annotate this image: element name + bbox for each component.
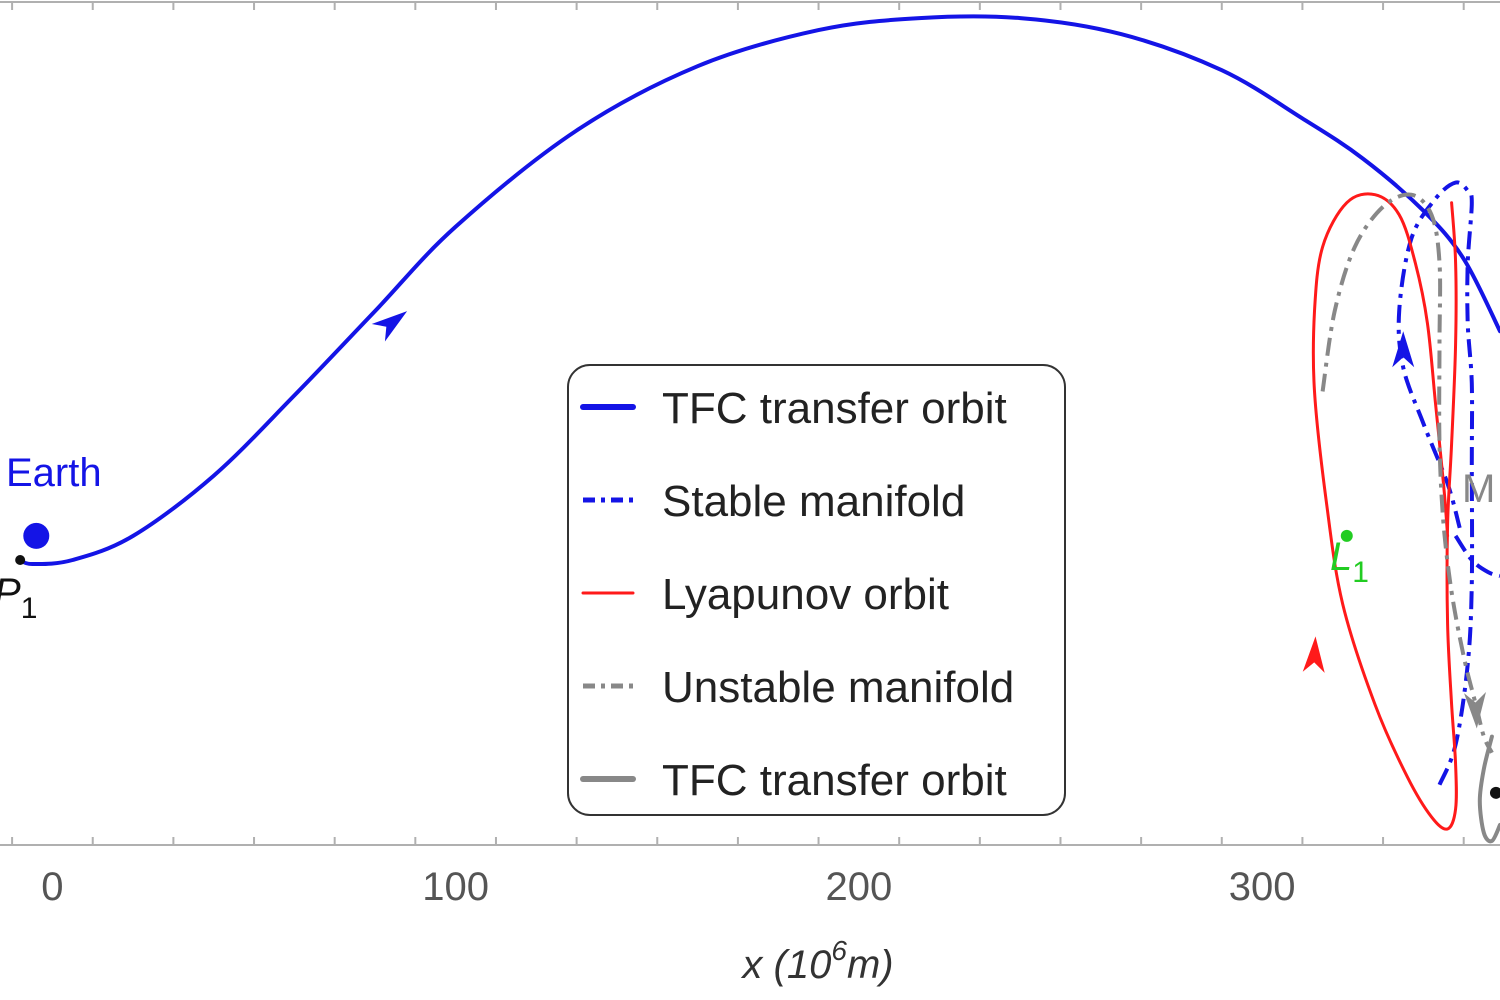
l1-marker <box>1340 529 1353 542</box>
annotation-m: M <box>1462 467 1495 511</box>
direction-arrow <box>1392 331 1415 368</box>
legend: TFC transfer orbit Stable manifold Lyapuno… <box>567 364 1066 816</box>
legend-label: Unstable manifold <box>662 663 1014 712</box>
arrow-group <box>371 311 1486 729</box>
x-tick-label: 100 <box>422 865 489 909</box>
series-line-4 <box>1320 192 1494 754</box>
legend-label: TFC transfer orbit <box>662 756 1007 805</box>
annotation-group: Earth P1 L1 M <box>0 451 1495 625</box>
series-line-1 <box>1396 180 1475 786</box>
x-tick-label: 200 <box>825 865 892 909</box>
p1-marker <box>15 554 26 565</box>
x-axis-title: x (106m) <box>740 935 893 987</box>
legend-label: Lyapunov orbit <box>662 570 949 619</box>
legend-label: TFC transfer orbit <box>662 384 1007 433</box>
series-line-2 <box>1453 534 1500 578</box>
direction-arrow <box>371 311 408 342</box>
x-tick-label: 0 <box>41 865 63 909</box>
series-line-0 <box>18 14 1500 567</box>
plot-area: 0 100 200 300 Earth P1 L1 M <box>0 1 1500 909</box>
annotation-l1: L1 <box>1330 535 1369 589</box>
direction-arrow <box>1302 636 1325 673</box>
x-tick-label: 300 <box>1229 865 1296 909</box>
x-ticks: 0 100 200 300 <box>11 2 1465 909</box>
series-line-3 <box>1311 192 1458 831</box>
series-group <box>18 14 1500 844</box>
legend-box <box>567 364 1066 816</box>
annotation-earth: Earth <box>6 451 102 495</box>
annotation-p1: P1 <box>0 571 37 625</box>
series-line-5 <box>1477 734 1500 844</box>
legend-label: Stable manifold <box>662 477 965 526</box>
point-group <box>15 522 1500 799</box>
earth-marker <box>23 522 50 549</box>
legend-entries: TFC transfer orbit Stable manifold Lyapuno… <box>580 384 1014 805</box>
p2-marker <box>1489 786 1500 799</box>
direction-arrow <box>1464 691 1486 729</box>
